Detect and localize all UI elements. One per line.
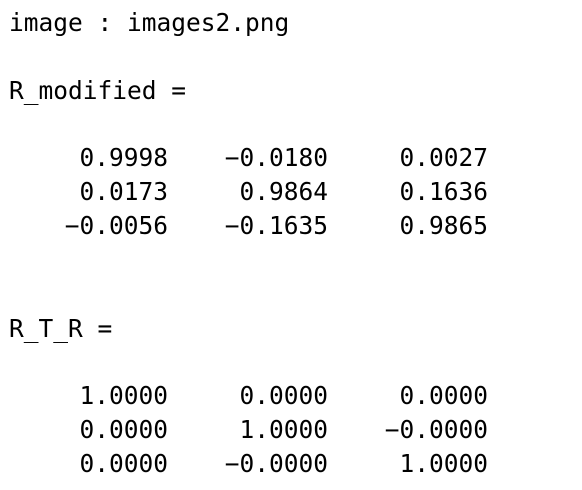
matrix-row: 0.0000 −0.0000 1.0000 bbox=[0, 449, 582, 479]
matrix-cell: −0.0000 bbox=[224, 449, 328, 478]
matrix-cell: 0.0027 bbox=[399, 143, 488, 172]
r-modified-label: R_modified = bbox=[9, 76, 187, 105]
matrix-cell: 0.0000 bbox=[239, 381, 328, 410]
matrix-cell: 0.0000 bbox=[399, 381, 488, 410]
matrix-cell: 1.0000 bbox=[399, 449, 488, 478]
matrix-row: 1.0000 0.0000 0.0000 bbox=[0, 381, 582, 411]
image-filename-line: image : images2.png bbox=[9, 8, 290, 37]
matrix-cell: −0.0000 bbox=[384, 415, 488, 444]
matrix-cell: −0.0056 bbox=[64, 211, 168, 240]
matrix-cell: −0.1635 bbox=[224, 211, 328, 240]
matrix-cell: 0.9864 bbox=[239, 177, 328, 206]
matrix-row: −0.0056 −0.1635 0.9865 bbox=[0, 211, 582, 241]
matrix-cell: 0.0173 bbox=[79, 177, 168, 206]
r-t-r-label: R_T_R = bbox=[9, 314, 113, 343]
matrix-cell: 0.9865 bbox=[399, 211, 488, 240]
matrix-cell: 1.0000 bbox=[79, 381, 168, 410]
matrix-row: 0.9998 −0.0180 0.0027 bbox=[0, 143, 582, 173]
matrix-cell: 0.0000 bbox=[79, 449, 168, 478]
matrix-row: 0.0000 1.0000 −0.0000 bbox=[0, 415, 582, 445]
matrix-cell: −0.0180 bbox=[224, 143, 328, 172]
matrix-cell: 0.0000 bbox=[79, 415, 168, 444]
matrix-row: 0.0173 0.9864 0.1636 bbox=[0, 177, 582, 207]
matrix-cell: 0.1636 bbox=[399, 177, 488, 206]
matrix-cell: 1.0000 bbox=[239, 415, 328, 444]
matrix-cell: 0.9998 bbox=[79, 143, 168, 172]
